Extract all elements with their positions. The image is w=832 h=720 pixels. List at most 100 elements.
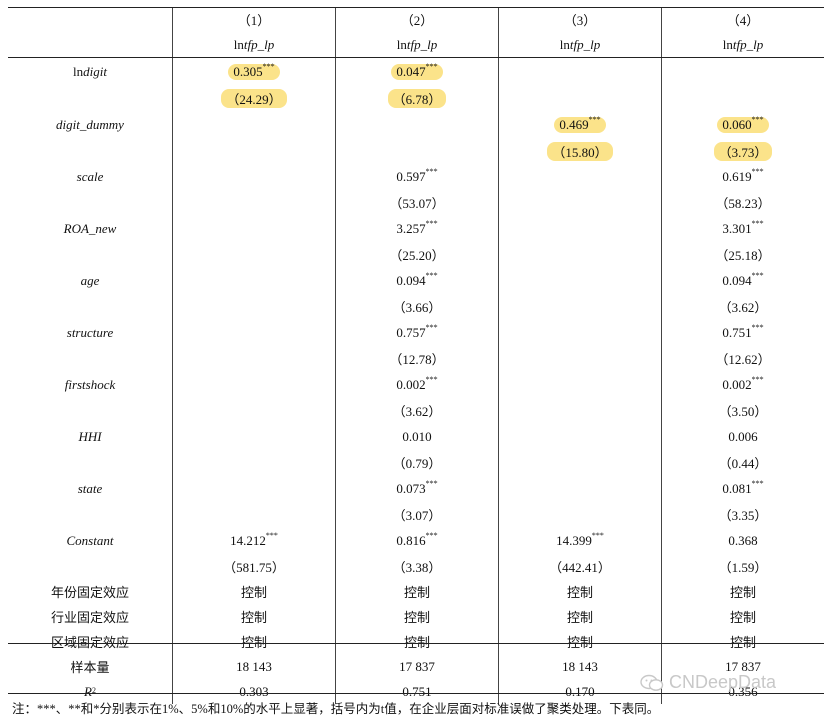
table-row: digit_dummy 0.469*** 0.060***: [8, 110, 824, 139]
value-number: 0.010: [402, 428, 432, 444]
significance-stars: ***: [588, 115, 601, 125]
highlighted-value: 0.060***: [717, 115, 769, 133]
value-number: 0.081: [722, 480, 752, 496]
table-note: 注：***、**和*分别表示在1%、5%和10%的水平上显著，括号内为t值，在企…: [12, 702, 660, 716]
value: 控制: [404, 632, 430, 651]
depvar-name: tfp_lp: [243, 36, 275, 52]
row-label: [8, 139, 172, 163]
value: 控制: [567, 607, 593, 626]
column-number-1: （1）: [172, 7, 335, 32]
table-cell: 控制: [661, 629, 824, 654]
table-cell: 0.368: [661, 527, 824, 554]
row-label: [8, 502, 172, 527]
table-cell: [661, 86, 824, 110]
label-text: 样本量: [70, 660, 110, 675]
table-row: firstshock 0.002*** 0.002***: [8, 371, 824, 398]
table-row: （3.62） （3.50）: [8, 398, 824, 423]
regression-table: （1） （2） （3） （4） ln tfp_lp ln tfp_lp ln tfp_lp ln t…: [8, 7, 824, 704]
row-label: Constant: [8, 527, 172, 554]
table-cell: 0.002***: [335, 371, 498, 398]
value: 0.081***: [722, 480, 763, 497]
table-cell: 控制: [335, 629, 498, 654]
value-number: 17 837: [399, 658, 435, 674]
table-cell: [498, 86, 661, 110]
value-number: （3.38）: [392, 560, 442, 575]
value: 0.303: [239, 684, 268, 700]
row-label: [8, 398, 172, 423]
value-number: 0.816: [396, 532, 426, 548]
value: 18 143: [236, 659, 272, 675]
table-cell: [172, 294, 335, 319]
value-number: 17 837: [725, 658, 761, 674]
highlighted-value: （6.78）: [387, 88, 447, 108]
table-row: 年份固定效应 控制 控制 控制 控制: [8, 579, 824, 604]
depvar-ln: ln: [233, 36, 244, 52]
table-row: ln digit 0.305*** 0.047***: [8, 57, 824, 86]
value-number: 控制: [240, 610, 267, 625]
value-number: 0.303: [239, 683, 269, 699]
dependent-variable: ln tfp_lp: [172, 32, 335, 57]
table-cell: 0.751***: [661, 319, 824, 346]
value-number: 0.170: [565, 683, 595, 699]
value-number: 0.368: [728, 532, 758, 548]
value: （3.50）: [719, 401, 768, 420]
table-cell: [172, 163, 335, 190]
table-cell: [172, 398, 335, 423]
table-cell: [498, 371, 661, 398]
value: 0.002***: [722, 376, 763, 393]
label-text: Constant: [66, 532, 114, 548]
table-cell: [172, 371, 335, 398]
value-number: 3.301: [722, 220, 752, 236]
stats-row: 样本量 18 143 17 837 18 143 17 837: [8, 654, 824, 679]
value-number: 0.006: [728, 428, 758, 444]
value-number: 控制: [403, 635, 430, 650]
table-cell: [172, 267, 335, 294]
table-row: （3.66） （3.62）: [8, 294, 824, 319]
significance-stars: ***: [425, 479, 438, 489]
significance-stars: ***: [262, 62, 275, 72]
value: （58.23）: [715, 193, 770, 212]
table-cell: 3.301***: [661, 215, 824, 242]
value: 控制: [730, 607, 756, 626]
value-number: 0.305: [233, 63, 263, 79]
header-rule: [8, 57, 824, 58]
table-row: structure 0.757*** 0.751***: [8, 319, 824, 346]
table-row: age 0.094*** 0.094***: [8, 267, 824, 294]
table-cell: 控制: [335, 604, 498, 629]
value: 17 837: [399, 659, 435, 675]
value-number: 0.002: [722, 376, 752, 392]
significance-stars: ***: [751, 115, 764, 125]
value-number: （3.66）: [392, 300, 442, 315]
highlighted-value: （3.73）: [713, 141, 773, 161]
value-number: 18 143: [562, 658, 598, 674]
label-text: firstshock: [64, 376, 116, 392]
value-number: 控制: [729, 610, 756, 625]
value-number: 0.619: [722, 168, 752, 184]
table-cell: [172, 139, 335, 163]
table-cell: 控制: [661, 604, 824, 629]
table-cell: 0.757***: [335, 319, 498, 346]
value-number: 控制: [240, 585, 267, 600]
table-cell: （581.75）: [172, 554, 335, 579]
table-cell: 14.212***: [172, 527, 335, 554]
table-cell: （25.18）: [661, 242, 824, 267]
value-number: （58.23）: [715, 196, 771, 211]
value: 14.399***: [556, 532, 604, 549]
value: （3.38）: [393, 557, 442, 576]
significance-stars: ***: [751, 167, 764, 177]
value-number: 0.751: [722, 324, 752, 340]
header-columns-row: （1） （2） （3） （4）: [8, 7, 824, 32]
depvar-ln: ln: [722, 36, 733, 52]
stats-label: 样本量: [8, 654, 172, 679]
table-cell: （0.44）: [661, 450, 824, 475]
value-number: 控制: [566, 635, 593, 650]
row-label: [8, 242, 172, 267]
value: 0.094***: [722, 272, 763, 289]
value-number: 0.757: [396, 324, 426, 340]
depvar-ln: ln: [396, 36, 407, 52]
row-label: [8, 190, 172, 215]
table-row: （24.29） （6.78）: [8, 86, 824, 110]
value-number: （3.50）: [718, 404, 768, 419]
table-cell: （3.38）: [335, 554, 498, 579]
